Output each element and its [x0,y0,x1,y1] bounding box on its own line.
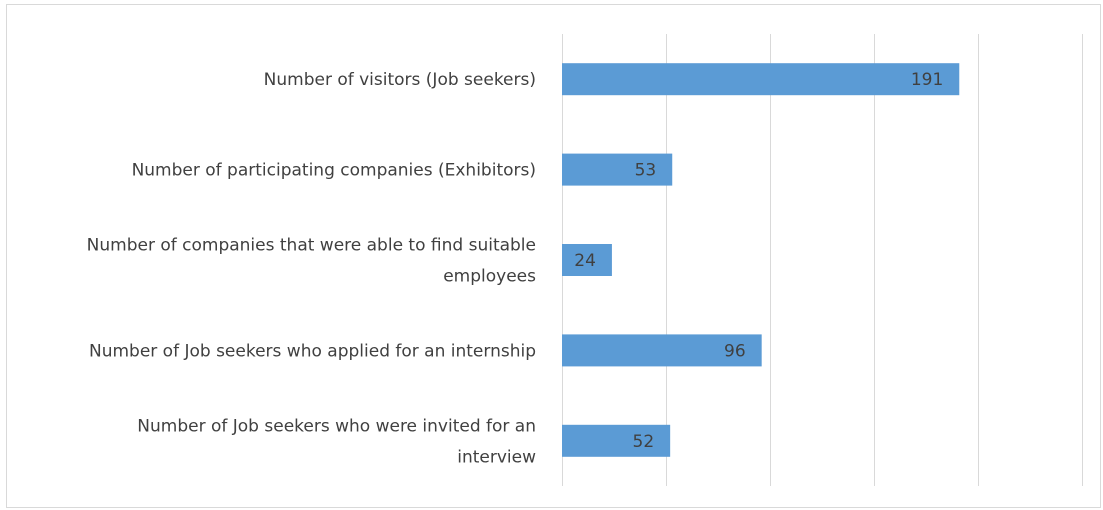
data-label: 191 [911,70,943,90]
bars [562,63,960,457]
bar [562,424,671,457]
category-label: Number of Job seekers who applied for an… [89,341,536,361]
category-label: Number of visitors (Job seekers) [264,70,536,90]
category-label: Number of companies that were able to fi… [87,236,536,287]
data-label: 52 [633,432,655,452]
bar [562,63,960,96]
category-label: Number of participating companies (Exhib… [132,161,536,181]
data-labels: 191 53 24 96 52 [574,70,943,452]
bar [562,244,612,276]
category-label: Number of Job seekers who were invited f… [137,416,536,467]
bar [562,334,762,367]
gridlines [562,34,1083,486]
bar [562,153,673,186]
data-label: 53 [635,161,657,181]
category-labels: Number of visitors (Job seekers) Number o… [87,70,536,467]
data-label: 24 [574,251,596,271]
data-label: 96 [724,341,746,361]
